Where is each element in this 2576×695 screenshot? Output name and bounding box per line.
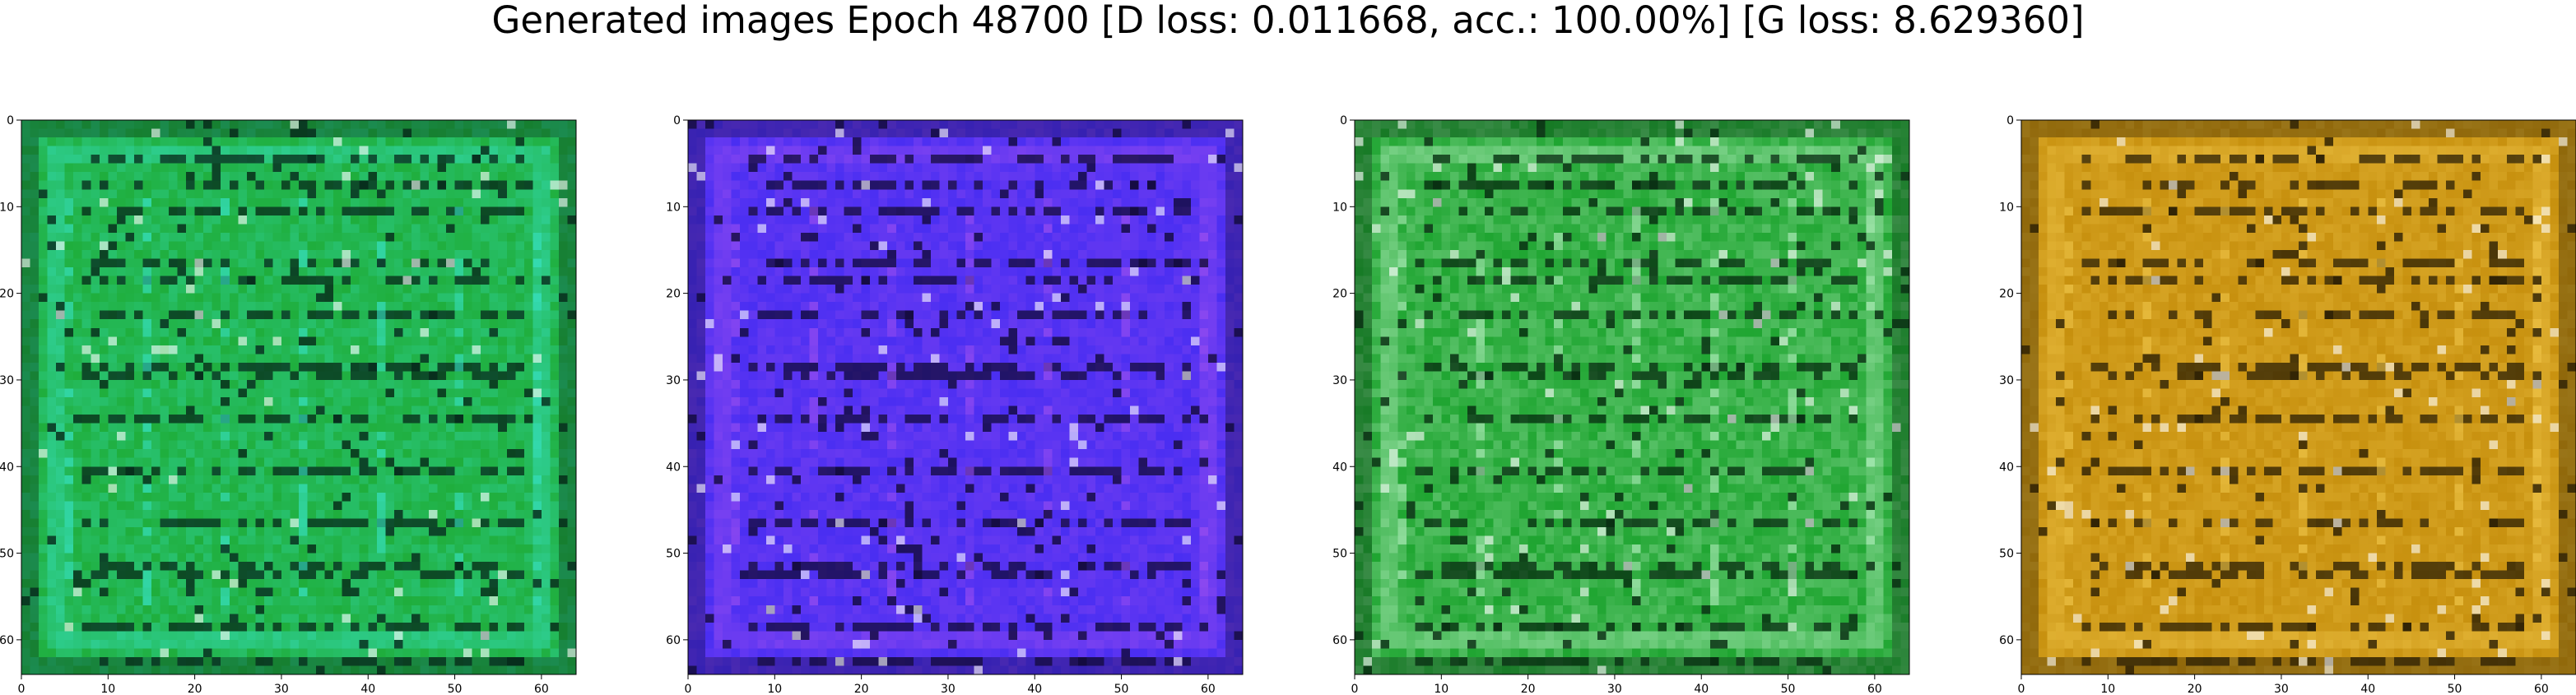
x-tick-label: 20 [854, 683, 869, 695]
x-tick-label: 20 [2188, 683, 2202, 695]
y-tick-label: 60 [666, 634, 681, 647]
x-tick-label: 30 [2274, 683, 2289, 695]
y-tick-label: 20 [0, 288, 14, 301]
y-tick-label: 10 [1332, 201, 1347, 214]
x-tick-label: 10 [767, 683, 782, 695]
y-tick-label: 50 [0, 548, 14, 561]
axes-frame [21, 119, 577, 675]
x-tick-label: 40 [1027, 683, 1042, 695]
image-panel-4: 0 10 20 30 40 50 60 0 10 20 30 40 50 60 [1999, 114, 2576, 695]
x-tick-label: 20 [188, 683, 202, 695]
y-tick-label: 0 [1340, 114, 1347, 127]
x-tick-label: 50 [1781, 683, 1796, 695]
generated-image [688, 120, 1243, 674]
x-tick-label: 10 [1434, 683, 1448, 695]
x-tick-label: 10 [2100, 683, 2115, 695]
y-tick-label: 0 [2006, 114, 2014, 127]
y-tick-label: 10 [1999, 201, 2014, 214]
y-tick-label: 30 [666, 374, 681, 387]
y-tick-label: 40 [0, 461, 14, 474]
y-tick-label: 60 [1999, 634, 2014, 647]
x-tick-label: 0 [685, 683, 692, 695]
generated-image [21, 120, 576, 674]
x-tick-label: 0 [1351, 683, 1359, 695]
y-tick-label: 60 [0, 634, 14, 647]
x-tick-label: 50 [1114, 683, 1129, 695]
x-tick-label: 60 [1867, 683, 1882, 695]
x-tick-label: 60 [534, 683, 549, 695]
x-tick-label: 10 [100, 683, 115, 695]
x-tick-label: 0 [2018, 683, 2025, 695]
x-tick-label: 20 [1521, 683, 1536, 695]
y-tick-label: 30 [1999, 374, 2014, 387]
y-tick-label: 40 [666, 461, 681, 474]
x-tick-label: 30 [274, 683, 289, 695]
y-tick-label: 0 [673, 114, 681, 127]
x-tick-label: 30 [1607, 683, 1622, 695]
y-tick-label: 30 [1332, 374, 1347, 387]
y-tick-label: 50 [1332, 548, 1347, 561]
x-tick-label: 0 [18, 683, 26, 695]
y-tick-label: 20 [666, 288, 681, 301]
x-tick-label: 50 [2448, 683, 2462, 695]
y-tick-label: 50 [1999, 548, 2014, 561]
generated-image [1355, 120, 1909, 674]
x-tick-label: 40 [360, 683, 375, 695]
axes-frame [687, 119, 1244, 675]
y-tick-label: 20 [1999, 288, 2014, 301]
y-tick-label: 10 [0, 201, 14, 214]
image-panel-3: 0 10 20 30 40 50 60 0 10 20 30 40 50 60 [1332, 114, 1910, 695]
y-tick-label: 40 [1999, 461, 2014, 474]
y-tick-label: 60 [1332, 634, 1347, 647]
x-tick-label: 60 [2534, 683, 2549, 695]
image-panel-2: 0 10 20 30 40 50 60 0 10 20 30 40 50 60 [666, 114, 1244, 695]
axes-frame [1354, 119, 1910, 675]
y-tick-label: 20 [1332, 288, 1347, 301]
y-tick-label: 40 [1332, 461, 1347, 474]
x-tick-label: 40 [2360, 683, 2375, 695]
y-tick-label: 30 [0, 374, 14, 387]
y-tick-label: 50 [666, 548, 681, 561]
x-tick-label: 60 [1201, 683, 1216, 695]
axes-frame [2020, 119, 2576, 675]
x-tick-label: 50 [448, 683, 463, 695]
x-tick-label: 30 [941, 683, 956, 695]
y-tick-label: 10 [666, 201, 681, 214]
figure-title: Generated images Epoch 48700 [D loss: 0.… [491, 0, 2085, 42]
x-tick-label: 40 [1694, 683, 1709, 695]
y-tick-label: 0 [7, 114, 14, 127]
generated-image [2021, 120, 2576, 674]
image-panel-1: 0 10 20 30 40 50 60 0 10 20 30 40 50 60 [0, 114, 577, 695]
